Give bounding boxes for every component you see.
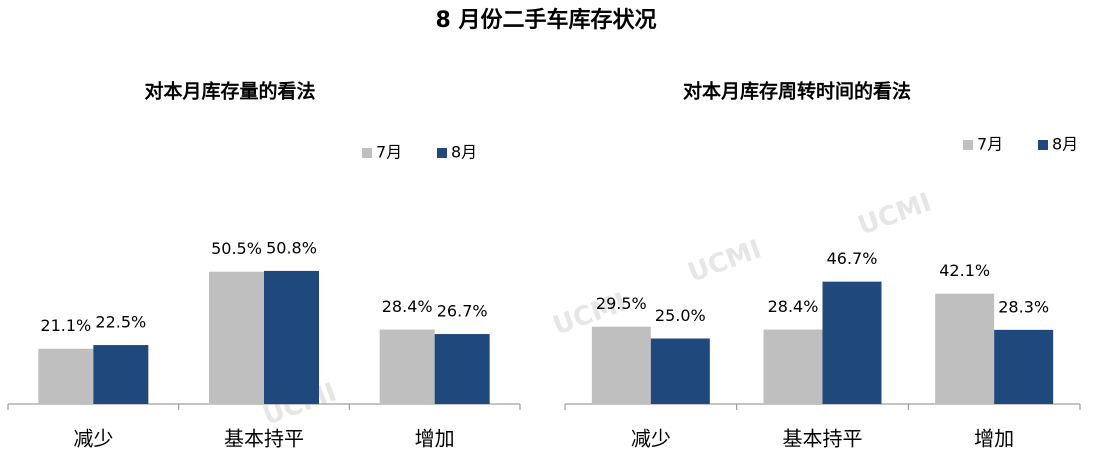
chart-title: 对本月库存周转时间的看法 — [683, 80, 911, 103]
bar — [822, 281, 882, 404]
value-label: 29.5% — [596, 294, 647, 313]
value-label: 26.7% — [437, 302, 488, 321]
watermark: UCMI — [684, 234, 765, 288]
bar — [935, 293, 995, 404]
bar — [763, 329, 823, 404]
legend-label: 8月 — [451, 143, 477, 162]
legend-label: 8月 — [1052, 135, 1078, 154]
bar — [264, 270, 319, 404]
x-tick-label: 增加 — [974, 427, 1014, 451]
value-label: 28.4% — [768, 297, 819, 316]
value-label: 22.5% — [95, 313, 146, 332]
legend-label: 7月 — [977, 135, 1003, 154]
bar — [38, 348, 94, 404]
bar — [994, 329, 1054, 404]
value-label: 28.3% — [998, 297, 1049, 316]
bar — [434, 334, 490, 404]
legend-swatch — [963, 140, 973, 150]
legend-label: 7月 — [376, 143, 402, 162]
watermark: UCMI — [854, 187, 935, 241]
x-tick-label: 增加 — [415, 427, 455, 451]
bar — [209, 271, 264, 404]
x-tick-label: 基本持平 — [783, 427, 863, 451]
value-label: 42.1% — [939, 261, 990, 280]
bar — [591, 326, 651, 404]
bar — [650, 338, 710, 404]
bar — [379, 329, 435, 404]
x-tick-label: 减少 — [73, 427, 113, 451]
value-label: 50.8% — [266, 238, 317, 257]
legend-swatch — [437, 148, 447, 158]
value-label: 46.7% — [827, 249, 878, 268]
legend-swatch — [362, 148, 372, 158]
bar — [93, 345, 149, 404]
chart-title: 对本月库存量的看法 — [144, 80, 315, 103]
value-label: 25.0% — [655, 306, 706, 325]
legend-swatch — [1038, 140, 1048, 150]
value-label: 50.5% — [211, 239, 262, 258]
x-tick-label: 基本持平 — [224, 427, 304, 451]
main-title: 8 月份二手车库存状况 — [436, 7, 657, 33]
value-label: 21.1% — [40, 316, 91, 335]
value-label: 28.4% — [382, 297, 433, 316]
x-tick-label: 减少 — [631, 427, 671, 451]
